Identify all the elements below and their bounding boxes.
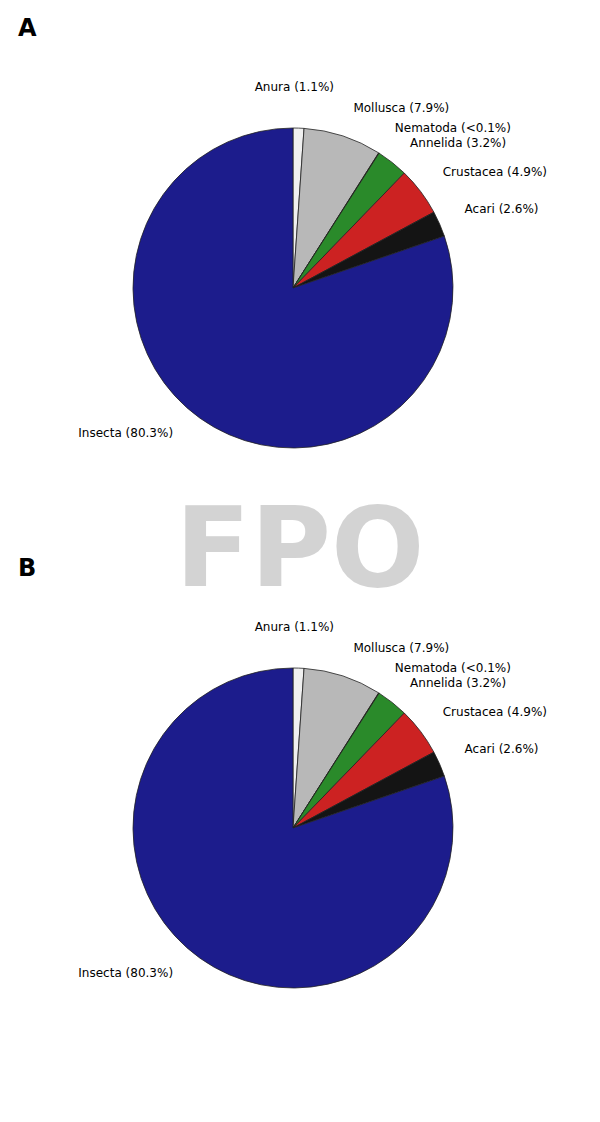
svg-text:Crustacea (4.9%): Crustacea (4.9%) [443,705,547,719]
svg-text:Anura (1.1%): Anura (1.1%) [255,620,334,634]
html-text:A: A [18,14,37,42]
svg-text:Crustacea (4.9%): Crustacea (4.9%) [443,165,547,179]
svg-text:Insecta (80.3%): Insecta (80.3%) [78,426,173,440]
html-text:FPO: FPO [175,484,425,612]
svg-text:Acari (2.6%): Acari (2.6%) [465,202,539,216]
svg-text:Nematoda (<0.1%): Nematoda (<0.1%) [395,121,511,135]
svg-text:Annelida (3.2%): Annelida (3.2%) [410,136,506,150]
html-text:B: B [18,554,37,582]
svg-text:Mollusca (7.9%): Mollusca (7.9%) [353,101,449,115]
svg-text:Nematoda (<0.1%): Nematoda (<0.1%) [395,661,511,675]
svg-text:Insecta (80.3%): Insecta (80.3%) [78,966,173,980]
svg-text:Mollusca (7.9%): Mollusca (7.9%) [353,641,449,655]
svg-text:Anura (1.1%): Anura (1.1%) [255,80,334,94]
svg-text:Acari (2.6%): Acari (2.6%) [465,742,539,756]
svg-text:Annelida (3.2%): Annelida (3.2%) [410,676,506,690]
